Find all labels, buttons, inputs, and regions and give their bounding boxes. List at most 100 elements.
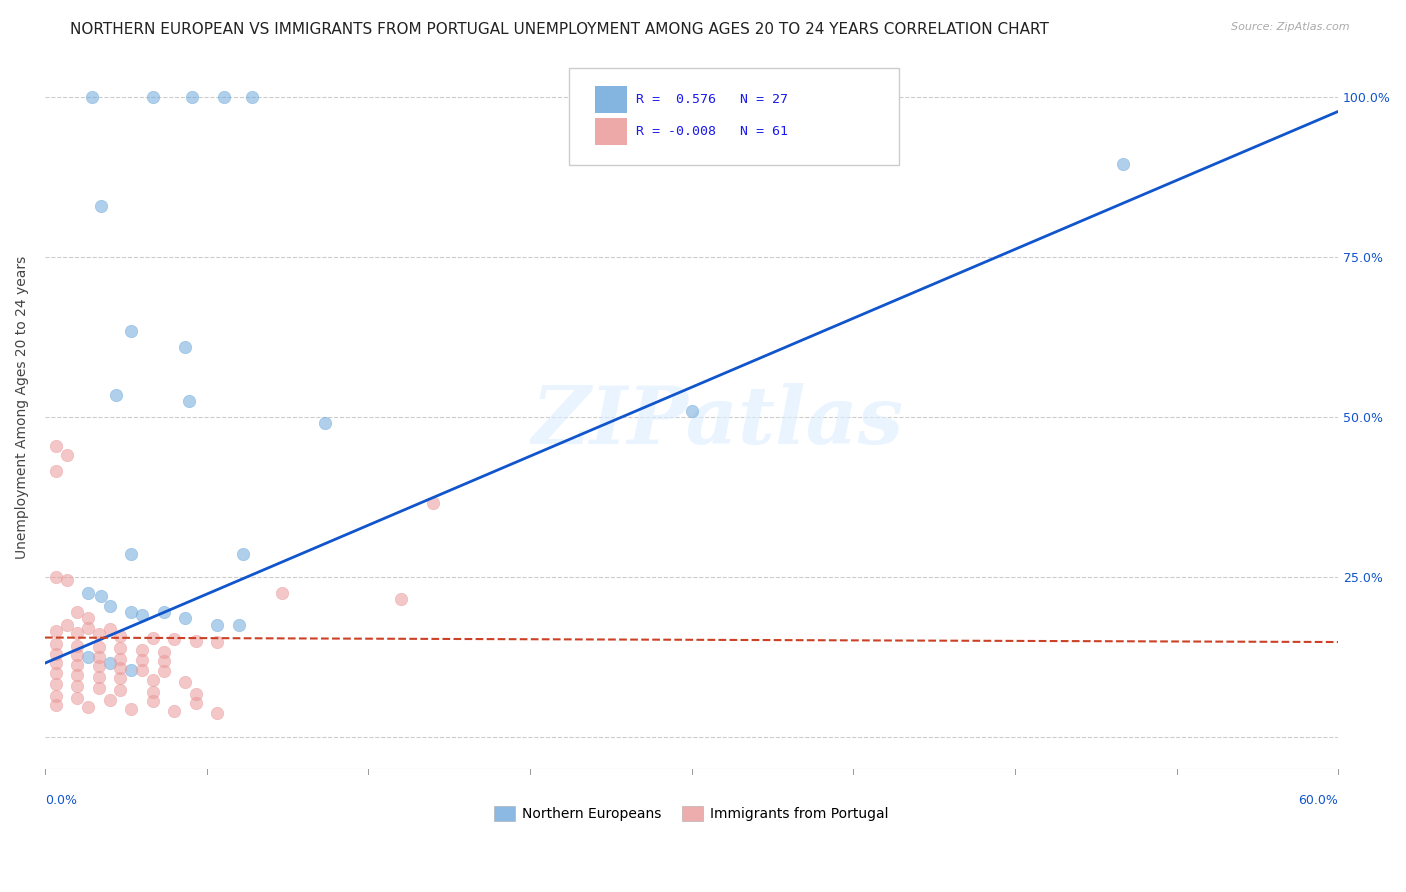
FancyBboxPatch shape bbox=[569, 68, 898, 165]
Point bbox=[152, 645, 174, 659]
Point bbox=[45, 637, 67, 651]
Point bbox=[131, 608, 153, 623]
Point bbox=[87, 649, 110, 664]
Point bbox=[174, 675, 197, 690]
Point bbox=[142, 673, 165, 688]
Point bbox=[82, 90, 104, 104]
Point bbox=[207, 617, 229, 632]
Point bbox=[105, 387, 128, 401]
Text: 0.0%: 0.0% bbox=[45, 794, 77, 807]
Point bbox=[142, 694, 165, 708]
Point bbox=[142, 685, 165, 699]
Point bbox=[184, 687, 207, 701]
Point bbox=[77, 621, 100, 635]
Point bbox=[45, 677, 67, 691]
Point bbox=[110, 629, 132, 643]
Point bbox=[77, 586, 100, 600]
Point bbox=[174, 340, 197, 354]
Point bbox=[180, 90, 202, 104]
Point bbox=[87, 640, 110, 654]
Point bbox=[422, 496, 444, 510]
Point bbox=[184, 633, 207, 648]
Text: NORTHERN EUROPEAN VS IMMIGRANTS FROM PORTUGAL UNEMPLOYMENT AMONG AGES 20 TO 24 Y: NORTHERN EUROPEAN VS IMMIGRANTS FROM POR… bbox=[70, 22, 1049, 37]
FancyBboxPatch shape bbox=[595, 86, 627, 113]
Point bbox=[110, 641, 132, 656]
Point bbox=[212, 90, 235, 104]
Point bbox=[184, 697, 207, 711]
Point bbox=[55, 573, 77, 587]
Point bbox=[66, 626, 89, 640]
Point bbox=[90, 589, 112, 603]
Point bbox=[152, 665, 174, 679]
Point bbox=[131, 643, 153, 657]
Point bbox=[66, 667, 89, 681]
Point bbox=[240, 90, 263, 104]
Point bbox=[98, 692, 121, 706]
Point bbox=[163, 704, 186, 718]
Point bbox=[152, 605, 174, 619]
Y-axis label: Unemployment Among Ages 20 to 24 years: Unemployment Among Ages 20 to 24 years bbox=[15, 256, 30, 559]
Point bbox=[131, 653, 153, 667]
Point bbox=[174, 611, 197, 625]
Point bbox=[77, 700, 100, 714]
Point bbox=[66, 605, 89, 619]
Point bbox=[163, 632, 186, 646]
Point bbox=[120, 702, 142, 716]
Point bbox=[87, 627, 110, 641]
Point bbox=[87, 659, 110, 673]
Point bbox=[142, 90, 165, 104]
Point bbox=[131, 663, 153, 677]
Point bbox=[55, 448, 77, 462]
Point bbox=[120, 324, 142, 338]
Point bbox=[45, 665, 67, 680]
Point bbox=[98, 622, 121, 636]
Point bbox=[66, 690, 89, 705]
Point bbox=[110, 660, 132, 674]
Point bbox=[87, 669, 110, 683]
Point bbox=[120, 663, 142, 677]
Text: R =  0.576   N = 27: R = 0.576 N = 27 bbox=[636, 93, 787, 106]
Point bbox=[1112, 157, 1135, 171]
Point bbox=[314, 417, 336, 431]
Point bbox=[77, 611, 100, 625]
Point bbox=[66, 679, 89, 693]
Text: 60.0%: 60.0% bbox=[1298, 794, 1339, 807]
Point bbox=[45, 656, 67, 670]
Point bbox=[98, 599, 121, 613]
Point bbox=[55, 617, 77, 632]
Text: R = -0.008   N = 61: R = -0.008 N = 61 bbox=[636, 125, 787, 138]
Point bbox=[110, 651, 132, 665]
Point bbox=[45, 570, 67, 584]
Text: Source: ZipAtlas.com: Source: ZipAtlas.com bbox=[1232, 22, 1350, 32]
Point bbox=[45, 698, 67, 713]
Point bbox=[207, 706, 229, 720]
Point bbox=[66, 658, 89, 673]
Point bbox=[45, 464, 67, 478]
Point bbox=[66, 639, 89, 653]
Text: ZIPatlas: ZIPatlas bbox=[531, 383, 904, 460]
Point bbox=[90, 199, 112, 213]
Point bbox=[681, 403, 703, 417]
Point bbox=[66, 648, 89, 662]
Point bbox=[110, 672, 132, 686]
Point bbox=[120, 605, 142, 619]
Point bbox=[228, 617, 250, 632]
Point bbox=[120, 548, 142, 562]
Point bbox=[45, 439, 67, 453]
Point bbox=[45, 689, 67, 703]
Point bbox=[77, 649, 100, 664]
FancyBboxPatch shape bbox=[595, 118, 627, 145]
Point bbox=[110, 683, 132, 698]
Legend: Northern Europeans, Immigrants from Portugal: Northern Europeans, Immigrants from Port… bbox=[489, 801, 894, 827]
Point bbox=[87, 681, 110, 695]
Point bbox=[207, 635, 229, 649]
Point bbox=[45, 647, 67, 661]
Point bbox=[389, 592, 412, 607]
Point bbox=[232, 548, 254, 562]
Point bbox=[45, 624, 67, 639]
Point bbox=[271, 586, 294, 600]
Point bbox=[98, 656, 121, 670]
Point bbox=[179, 394, 201, 409]
Point bbox=[142, 631, 165, 645]
Point bbox=[152, 654, 174, 668]
